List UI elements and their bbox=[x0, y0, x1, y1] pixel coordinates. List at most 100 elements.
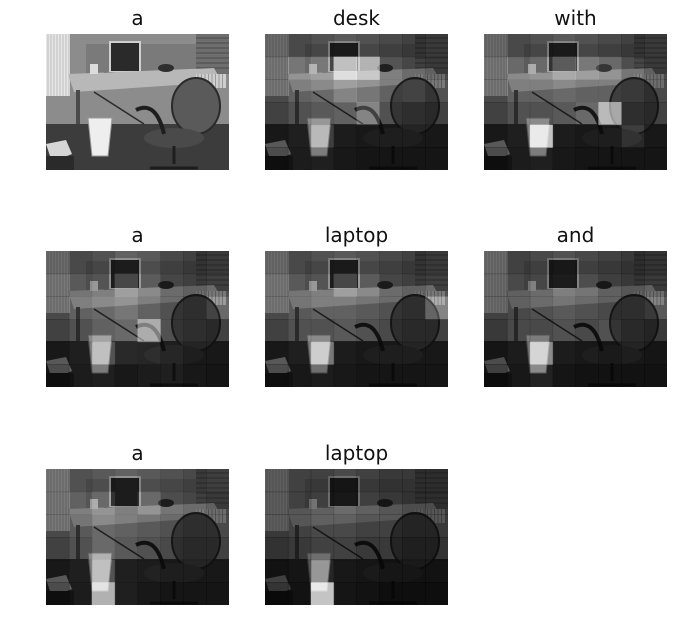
attention-cell bbox=[333, 34, 357, 58]
attention-cell bbox=[206, 319, 229, 343]
attention-cell bbox=[68, 582, 93, 605]
attention-cell bbox=[425, 582, 448, 605]
attention-cell bbox=[310, 559, 335, 583]
attention-cell bbox=[484, 251, 508, 275]
attention-cell bbox=[46, 319, 70, 343]
attention-cell bbox=[183, 273, 207, 297]
attention-cell bbox=[114, 469, 138, 493]
attention-cell bbox=[265, 514, 289, 538]
desk-leg bbox=[76, 307, 80, 353]
attention-cell bbox=[310, 537, 335, 561]
attention-cell bbox=[137, 582, 161, 605]
attention-cell bbox=[575, 251, 599, 275]
attention-cell bbox=[644, 147, 667, 170]
attention-cell bbox=[425, 491, 448, 515]
attention-cell bbox=[379, 491, 403, 515]
phone bbox=[377, 64, 393, 72]
attention-cell bbox=[621, 341, 645, 365]
attention-cell bbox=[287, 469, 312, 493]
attention-cell bbox=[92, 514, 115, 537]
attention-cell bbox=[183, 582, 207, 605]
attention-cell bbox=[425, 319, 448, 343]
attention-cell bbox=[379, 514, 403, 538]
attention-cell bbox=[137, 341, 161, 365]
attention-cell bbox=[529, 341, 554, 365]
phone bbox=[596, 281, 612, 289]
attention-cell bbox=[402, 514, 426, 538]
attention-cell bbox=[529, 124, 554, 148]
attention-cell bbox=[598, 56, 622, 80]
attention-cell bbox=[356, 491, 380, 515]
attention-cell bbox=[552, 147, 576, 170]
attention-cell bbox=[379, 469, 403, 493]
phone bbox=[158, 499, 174, 507]
attention-cell bbox=[644, 251, 667, 275]
attention-cell bbox=[506, 124, 531, 148]
desk-top bbox=[287, 285, 441, 309]
attention-cell bbox=[310, 147, 335, 170]
attention-cell bbox=[92, 296, 115, 319]
attention-cell bbox=[357, 274, 380, 297]
box-shadow bbox=[46, 156, 74, 170]
cable bbox=[531, 308, 583, 342]
trash-can bbox=[525, 334, 551, 374]
attention-cell bbox=[333, 79, 357, 103]
chair-arm bbox=[135, 105, 166, 135]
attention-cell bbox=[506, 79, 531, 103]
attention-cell bbox=[644, 319, 667, 343]
attention-cell bbox=[333, 56, 357, 80]
attention-cell bbox=[114, 341, 138, 365]
cup bbox=[90, 64, 98, 74]
attention-cell bbox=[91, 341, 116, 365]
attention-cell bbox=[425, 147, 448, 170]
attention-cell bbox=[506, 341, 531, 365]
attention-cell bbox=[68, 251, 93, 275]
attention-cell bbox=[206, 537, 229, 561]
attention-cell bbox=[333, 124, 357, 148]
attention-cell bbox=[356, 296, 380, 320]
attention-cell bbox=[333, 296, 357, 320]
attention-cell bbox=[265, 582, 289, 605]
attention-cell bbox=[68, 296, 93, 320]
laptop-screen bbox=[547, 258, 579, 290]
attention-cell bbox=[310, 582, 335, 605]
desk-leg bbox=[76, 90, 80, 136]
office-scene bbox=[46, 34, 229, 170]
attention-cell bbox=[644, 102, 667, 126]
attention-cell bbox=[529, 34, 554, 58]
attention-cell bbox=[402, 537, 426, 561]
attention-cell bbox=[621, 56, 645, 80]
attention-cell bbox=[91, 319, 116, 343]
attention-cell bbox=[402, 34, 426, 58]
attention-cell bbox=[621, 296, 645, 320]
desk-top bbox=[68, 503, 222, 527]
attention-overlay bbox=[265, 34, 448, 170]
attention-cell bbox=[137, 491, 161, 515]
attention-cell bbox=[265, 273, 289, 297]
attention-cell bbox=[621, 364, 645, 387]
attention-cell bbox=[621, 273, 645, 297]
attention-cell bbox=[621, 79, 645, 103]
chair-arm bbox=[135, 322, 166, 352]
cup bbox=[309, 64, 317, 74]
cable bbox=[93, 91, 145, 125]
attention-cell bbox=[265, 79, 289, 103]
attention-cell bbox=[114, 364, 138, 387]
attention-cell bbox=[68, 319, 93, 343]
attention-cell bbox=[137, 537, 161, 561]
attention-cell bbox=[379, 319, 403, 343]
attention-cell bbox=[160, 364, 184, 387]
attention-cell bbox=[425, 469, 448, 493]
attention-cell bbox=[206, 582, 229, 605]
attention-cell bbox=[379, 124, 403, 148]
attention-image bbox=[265, 34, 448, 170]
attention-cell bbox=[137, 319, 161, 343]
phone bbox=[158, 64, 174, 72]
attention-cell bbox=[621, 147, 645, 170]
attention-cell bbox=[402, 364, 426, 387]
attention-cell bbox=[265, 251, 289, 275]
attention-cell bbox=[287, 79, 312, 103]
attention-cell bbox=[114, 491, 138, 515]
attention-image bbox=[484, 251, 667, 387]
attention-cell bbox=[46, 251, 70, 275]
